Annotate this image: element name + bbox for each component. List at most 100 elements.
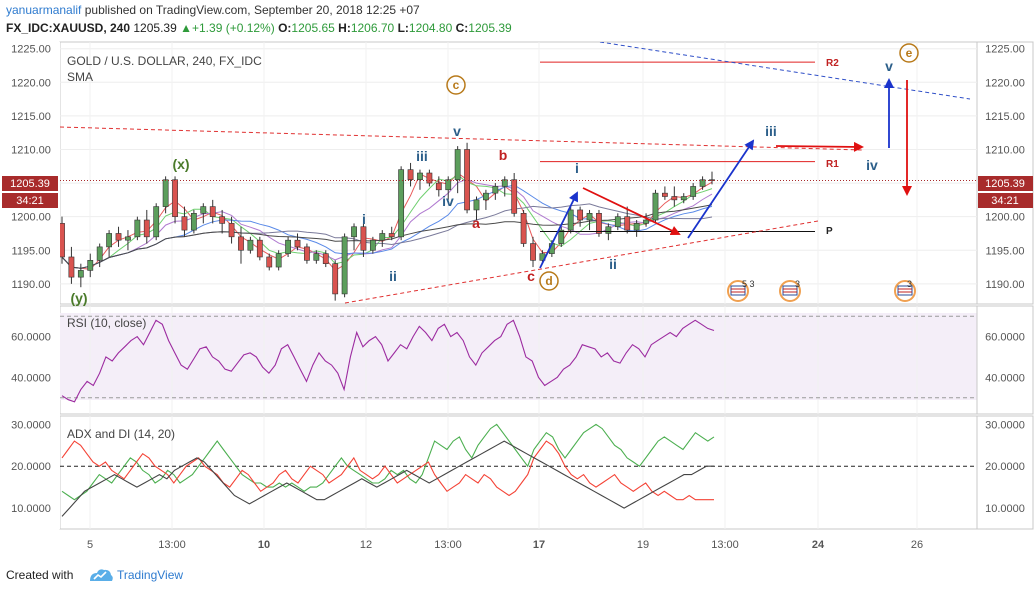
author-link[interactable]: yanuarmanalif: [6, 3, 82, 17]
price-tick-label: 1220.00: [985, 77, 1025, 89]
rsi-line: [61, 319, 715, 403]
candle-body: [153, 206, 160, 238]
left-price-tick-label: 1220.00: [11, 77, 51, 89]
event-badge-3[interactable]: 3: [894, 279, 916, 302]
wave-label-a: a: [472, 215, 480, 231]
candle-body: [125, 236, 131, 241]
candle-body: [690, 186, 697, 197]
wave-label-e-circled: e: [906, 46, 913, 60]
candle-body: [275, 253, 282, 268]
candle-body: [435, 182, 442, 191]
adx-pane[interactable]: [59, 415, 978, 530]
price-axis-rsi[interactable]: [976, 305, 1034, 415]
wave-circle-c: [446, 75, 466, 95]
chart-header: yanuarmanalif published on TradingView.c…: [0, 0, 1034, 40]
candle-body: [134, 219, 141, 238]
candle-body: [143, 219, 150, 238]
wave-label-iii-2: iii: [765, 123, 777, 139]
pivot-p-label: P: [826, 226, 833, 237]
candle-body: [417, 172, 423, 181]
candle-body: [87, 260, 94, 271]
left-price-tick-label: 1210.00: [11, 144, 51, 156]
candle-body: [209, 206, 216, 217]
created-with-label: Created with: [6, 568, 74, 582]
candle-body: [238, 236, 244, 251]
candle-body: [398, 169, 405, 238]
candle-body: [162, 179, 169, 207]
candle-body: [200, 206, 207, 214]
price-axis-main[interactable]: [976, 41, 1034, 305]
event-badge-1-count: 5 3: [742, 279, 755, 289]
left-price-tick-label: 1195.00: [12, 245, 51, 257]
wave-label-iv-2: iv: [866, 157, 878, 173]
last-price-badge: [2, 176, 58, 191]
candle-body: [106, 233, 113, 248]
candle-body: [680, 196, 687, 201]
ohlc-line: FX_IDC:XAUUSD, 240 1205.39 ▲+1.39 (+0.12…: [6, 21, 512, 35]
left-price-tick-label: 1215.00: [11, 111, 51, 123]
candle-body: [709, 179, 715, 182]
wave-label-d-circled: d: [545, 274, 552, 288]
countdown-badge-right-text: 34:21: [991, 195, 1019, 207]
candle-body: [190, 213, 197, 231]
candle-body: [624, 216, 631, 231]
wave-label-i-2: i: [575, 160, 579, 176]
candle-body: [68, 256, 75, 278]
candle-body: [586, 213, 593, 221]
wave-label-c-circled: c: [453, 78, 460, 92]
candle-body: [501, 179, 508, 187]
event-badge-2[interactable]: 3: [779, 279, 801, 302]
time-tick-label: 19: [637, 539, 649, 551]
candle-body: [577, 209, 584, 221]
candle-body: [596, 213, 602, 234]
low-value: 1204.80: [408, 21, 453, 35]
candle-body: [294, 239, 301, 248]
candle-body: [266, 256, 273, 268]
time-tick-label: 17: [533, 539, 545, 551]
candle-body: [228, 223, 235, 238]
candle-body: [247, 239, 254, 251]
candle-body: [558, 229, 565, 244]
candle-body: [388, 233, 395, 238]
chart-canvas[interactable]: 1225.001220.001215.001210.001205.001200.…: [0, 41, 1034, 563]
time-tick-label: 13:00: [711, 539, 739, 551]
candle-body: [304, 246, 310, 261]
countdown-badge-text: 34:21: [16, 195, 44, 207]
price-tick-label: 1225.00: [985, 44, 1025, 56]
wave-circle-e: [899, 43, 919, 63]
time-tick-label: 5: [87, 539, 93, 551]
wave-label-c-red: c: [527, 268, 535, 284]
open-value: 1205.65: [291, 21, 335, 35]
candle-body: [643, 219, 649, 224]
price-change: +1.39 (+0.12%): [192, 21, 275, 35]
open-label: O:: [278, 21, 292, 35]
event-badge-1[interactable]: 5 3: [727, 279, 755, 302]
publish-info: published on TradingView.com, September …: [84, 3, 420, 17]
candle-body: [172, 179, 178, 217]
wave-label-x: (x): [172, 156, 189, 172]
wave-label-v-2: v: [885, 58, 893, 74]
candle-body: [379, 233, 386, 241]
candle-body: [492, 186, 499, 194]
tradingview-brand-link[interactable]: TradingView: [117, 568, 184, 582]
price-tick-label: 1200.00: [985, 212, 1025, 224]
candle-body: [96, 246, 103, 261]
pivot-r1-label: R1: [826, 159, 839, 170]
candle-body: [445, 179, 452, 191]
left-price-tick-label: 1225.00: [11, 44, 51, 56]
price-tick-label: 1190.00: [986, 279, 1025, 291]
candle-body: [530, 243, 536, 261]
price-axis-adx[interactable]: [976, 415, 1034, 530]
candle-body: [671, 196, 678, 201]
candle-body: [483, 192, 489, 201]
candle-body: [652, 192, 659, 221]
left-adx-tick-label: 30.0000: [11, 419, 51, 431]
main-pane[interactable]: [59, 41, 978, 305]
tradingview-logo-icon[interactable]: [88, 567, 114, 583]
high-label: H:: [338, 21, 351, 35]
candle-body: [426, 172, 433, 184]
wave-projection-arrow: [539, 191, 578, 269]
publish-line: yanuarmanalif published on TradingView.c…: [6, 3, 420, 17]
wave-label-b: b: [499, 147, 508, 163]
last-price-badge-text: 1205.39: [10, 178, 50, 190]
